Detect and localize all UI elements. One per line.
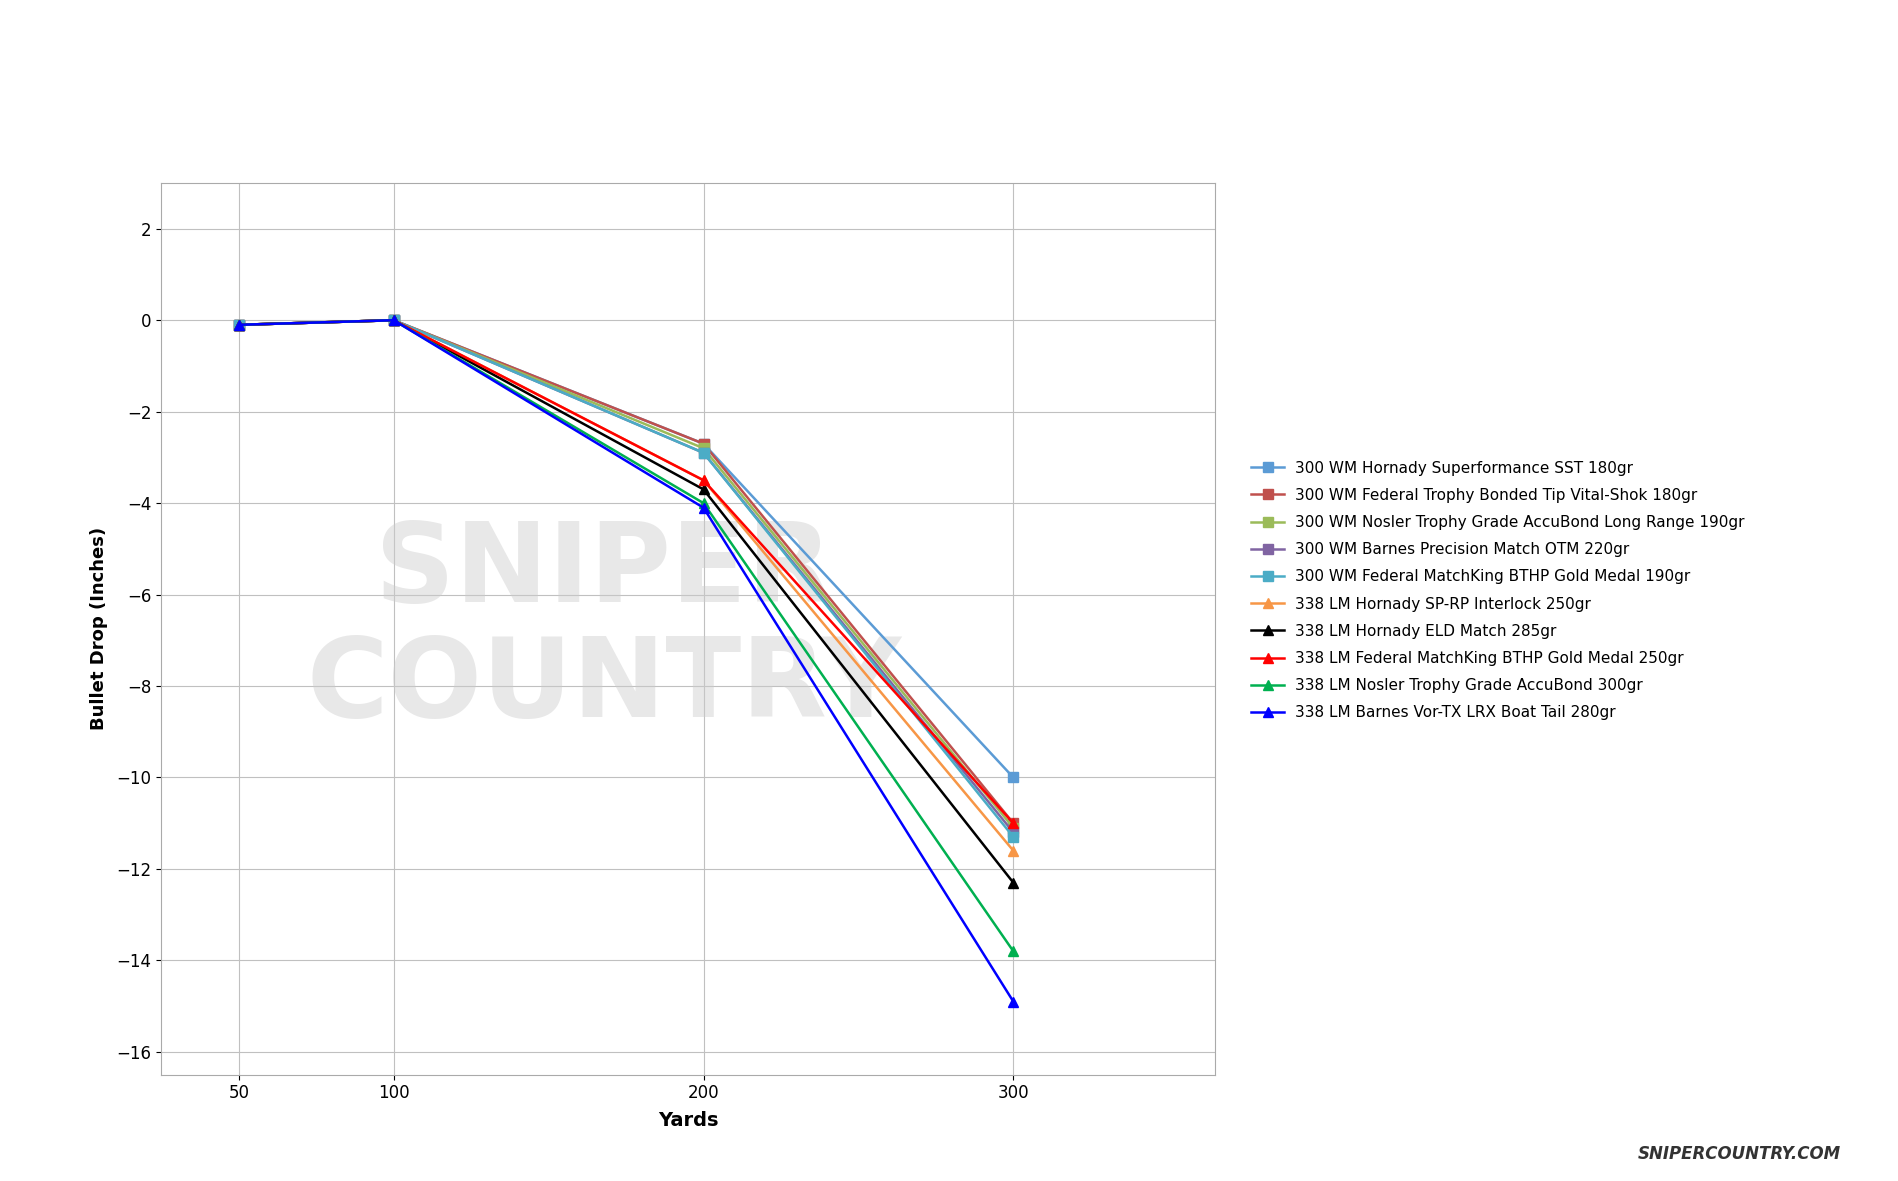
338 LM Federal MatchKing BTHP Gold Medal 250gr bbox=[693, 474, 716, 488]
338 LM Hornady ELD Match 285gr bbox=[1002, 875, 1025, 889]
Line: 300 WM Barnes Precision Match OTM 220gr: 300 WM Barnes Precision Match OTM 220gr bbox=[233, 315, 1017, 837]
300 WM Barnes Precision Match OTM 220gr bbox=[228, 318, 251, 332]
300 WM Hornady Superformance SST 180gr bbox=[381, 313, 404, 327]
338 LM Barnes Vor-TX LRX Boat Tail 280gr bbox=[693, 501, 716, 515]
300 WM Nosler Trophy Grade AccuBond Long Range 190gr bbox=[381, 313, 404, 327]
338 LM Barnes Vor-TX LRX Boat Tail 280gr bbox=[381, 313, 404, 327]
300 WM Federal MatchKing BTHP Gold Medal 190gr bbox=[228, 318, 251, 332]
338 LM Hornady SP-RP Interlock 250gr bbox=[693, 474, 716, 488]
Line: 338 LM Nosler Trophy Grade AccuBond 300gr: 338 LM Nosler Trophy Grade AccuBond 300g… bbox=[233, 315, 1017, 957]
300 WM Barnes Precision Match OTM 220gr bbox=[693, 445, 716, 459]
338 LM Hornady ELD Match 285gr bbox=[693, 482, 716, 496]
338 LM Nosler Trophy Grade AccuBond 300gr bbox=[693, 496, 716, 510]
Line: 338 LM Hornady SP-RP Interlock 250gr: 338 LM Hornady SP-RP Interlock 250gr bbox=[233, 315, 1017, 855]
Line: 338 LM Federal MatchKing BTHP Gold Medal 250gr: 338 LM Federal MatchKing BTHP Gold Medal… bbox=[233, 315, 1017, 828]
X-axis label: Yards: Yards bbox=[659, 1111, 717, 1130]
300 WM Hornady Superformance SST 180gr bbox=[693, 437, 716, 451]
300 WM Nosler Trophy Grade AccuBond Long Range 190gr bbox=[228, 318, 251, 332]
338 LM Federal MatchKing BTHP Gold Medal 250gr bbox=[381, 313, 404, 327]
Line: 338 LM Barnes Vor-TX LRX Boat Tail 280gr: 338 LM Barnes Vor-TX LRX Boat Tail 280gr bbox=[233, 315, 1017, 1006]
338 LM Barnes Vor-TX LRX Boat Tail 280gr bbox=[228, 318, 251, 332]
Line: 338 LM Hornady ELD Match 285gr: 338 LM Hornady ELD Match 285gr bbox=[233, 315, 1017, 888]
300 WM Barnes Precision Match OTM 220gr bbox=[1002, 826, 1025, 840]
Legend: 300 WM Hornady Superformance SST 180gr, 300 WM Federal Trophy Bonded Tip Vital-S: 300 WM Hornady Superformance SST 180gr, … bbox=[1251, 461, 1744, 720]
338 LM Hornady ELD Match 285gr bbox=[228, 318, 251, 332]
300 WM Federal Trophy Bonded Tip Vital-Shok 180gr bbox=[1002, 816, 1025, 830]
300 WM Barnes Precision Match OTM 220gr bbox=[381, 313, 404, 327]
Line: 300 WM Hornady Superformance SST 180gr: 300 WM Hornady Superformance SST 180gr bbox=[233, 315, 1017, 782]
300 WM Federal Trophy Bonded Tip Vital-Shok 180gr bbox=[381, 313, 404, 327]
338 LM Hornady SP-RP Interlock 250gr bbox=[228, 318, 251, 332]
300 WM Hornady Superformance SST 180gr bbox=[1002, 770, 1025, 784]
338 LM Hornady ELD Match 285gr bbox=[381, 313, 404, 327]
338 LM Barnes Vor-TX LRX Boat Tail 280gr bbox=[1002, 994, 1025, 1009]
Line: 300 WM Federal Trophy Bonded Tip Vital-Shok 180gr: 300 WM Federal Trophy Bonded Tip Vital-S… bbox=[233, 315, 1017, 828]
300 WM Federal MatchKing BTHP Gold Medal 190gr bbox=[1002, 830, 1025, 844]
338 LM Federal MatchKing BTHP Gold Medal 250gr bbox=[1002, 816, 1025, 830]
Line: 300 WM Federal MatchKing BTHP Gold Medal 190gr: 300 WM Federal MatchKing BTHP Gold Medal… bbox=[233, 315, 1017, 842]
338 LM Hornady SP-RP Interlock 250gr bbox=[381, 313, 404, 327]
Text: SNIPER
COUNTRY: SNIPER COUNTRY bbox=[306, 517, 902, 740]
338 LM Nosler Trophy Grade AccuBond 300gr bbox=[228, 318, 251, 332]
300 WM Hornady Superformance SST 180gr bbox=[228, 318, 251, 332]
300 WM Federal Trophy Bonded Tip Vital-Shok 180gr bbox=[693, 437, 716, 451]
300 WM Federal Trophy Bonded Tip Vital-Shok 180gr bbox=[228, 318, 251, 332]
Y-axis label: Bullet Drop (Inches): Bullet Drop (Inches) bbox=[89, 528, 108, 730]
338 LM Nosler Trophy Grade AccuBond 300gr bbox=[1002, 944, 1025, 958]
300 WM Nosler Trophy Grade AccuBond Long Range 190gr bbox=[693, 442, 716, 456]
Text: SHORT RANGE TRAJECTORY: SHORT RANGE TRAJECTORY bbox=[287, 20, 1611, 104]
300 WM Federal MatchKing BTHP Gold Medal 190gr bbox=[381, 313, 404, 327]
Text: SNIPERCOUNTRY.COM: SNIPERCOUNTRY.COM bbox=[1638, 1146, 1841, 1163]
338 LM Nosler Trophy Grade AccuBond 300gr bbox=[381, 313, 404, 327]
300 WM Nosler Trophy Grade AccuBond Long Range 190gr bbox=[1002, 821, 1025, 835]
338 LM Federal MatchKing BTHP Gold Medal 250gr bbox=[228, 318, 251, 332]
338 LM Hornady SP-RP Interlock 250gr bbox=[1002, 843, 1025, 857]
300 WM Federal MatchKing BTHP Gold Medal 190gr bbox=[693, 445, 716, 459]
Line: 300 WM Nosler Trophy Grade AccuBond Long Range 190gr: 300 WM Nosler Trophy Grade AccuBond Long… bbox=[233, 315, 1017, 833]
